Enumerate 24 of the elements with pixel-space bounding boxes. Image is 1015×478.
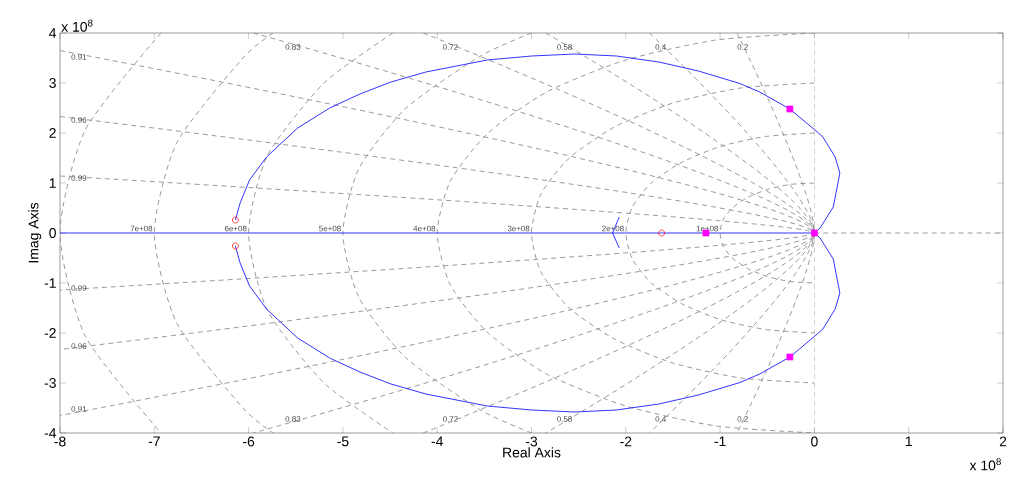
y-tick-label: 3 — [49, 78, 56, 88]
text: x 10$^{8}$ — [969, 458, 1001, 471]
x-tick-label: -8 — [54, 436, 66, 447]
y-tick-label: 1 — [49, 178, 56, 188]
y-axis-title: Imag Axis — [28, 202, 42, 263]
x-tick-label: -1 — [714, 436, 726, 447]
y-tick-label: -1 — [44, 278, 56, 288]
y-tick-label: 4 — [49, 28, 57, 38]
text: x 10$^{8}$ — [61, 19, 93, 32]
x-tick-label: -3 — [525, 436, 538, 447]
x-tick-label: -2 — [620, 436, 632, 447]
x-tick-label: 1 — [905, 436, 912, 447]
x-tick-label: -7 — [148, 436, 160, 447]
y-tick-label: -4 — [44, 428, 57, 438]
y-tick-label: -2 — [44, 328, 56, 338]
x-axis-title: Real Axis — [503, 447, 561, 458]
x-tick-label: -6 — [243, 436, 255, 447]
x-tick-label: -5 — [337, 436, 349, 447]
x-tick-label: -4 — [431, 436, 443, 447]
y-tick-label: 0 — [49, 228, 56, 238]
y-tick-label: 2 — [49, 128, 56, 138]
x-tick-label: 2 — [999, 436, 1007, 447]
y-tick-label: -3 — [44, 378, 56, 388]
x-tick-label: 0 — [811, 436, 818, 447]
